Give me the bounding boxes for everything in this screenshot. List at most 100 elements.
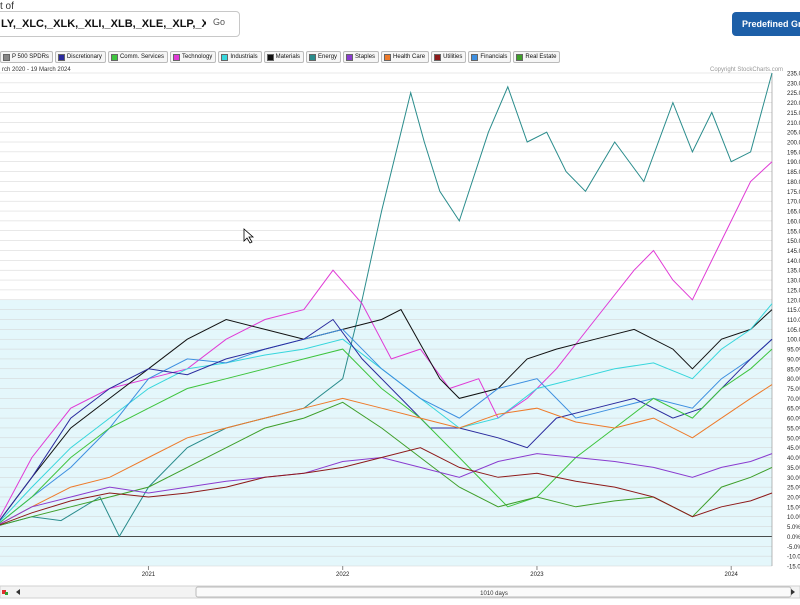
y-tick-label: 10.0% <box>787 515 800 521</box>
y-tick-label: 155.0 <box>787 229 800 235</box>
y-tick-label: 90.0% <box>787 357 800 363</box>
legend-item[interactable]: Financials <box>468 51 512 63</box>
y-tick-label: -5.0% <box>787 545 800 551</box>
y-tick-label: 75.0% <box>787 387 800 393</box>
legend-item[interactable]: Discretionary <box>54 51 106 63</box>
series-line-materials <box>0 308 773 521</box>
mouse-cursor-icon <box>243 228 255 244</box>
go-button[interactable]: Go <box>213 17 226 27</box>
legend-item[interactable]: P 500 SPDRs <box>0 51 53 63</box>
symbols-input[interactable] <box>1 16 206 32</box>
legend-swatch <box>266 53 274 61</box>
y-tick-label: 45.0% <box>787 446 800 452</box>
y-tick-label: 30.0% <box>787 476 800 482</box>
legend-swatch <box>172 53 180 61</box>
y-tick-label: 20.0% <box>787 495 800 501</box>
y-tick-label: 55.0% <box>787 426 800 432</box>
y-tick-label: 225.0 <box>787 91 800 97</box>
y-tick-label: 5.0% <box>787 525 800 531</box>
legend-item[interactable]: Industrials <box>218 51 262 63</box>
y-tick-label: 175.0 <box>787 190 800 196</box>
legend: P 500 SPDRs Discretionary Comm. Services Te… <box>0 51 561 63</box>
y-tick-label: 145.0 <box>787 249 800 255</box>
below-baseline-shade <box>0 299 772 566</box>
series-line-financials <box>0 328 773 524</box>
scroll-left-icon[interactable] <box>16 589 20 595</box>
y-tick-label: 185.0 <box>787 170 800 176</box>
predefined-groups-button[interactable]: Predefined Groups <box>732 12 800 36</box>
legend-label: Discretionary <box>66 54 102 60</box>
legend-swatch <box>384 53 392 61</box>
legend-swatch <box>309 53 317 61</box>
series-line-discretionary <box>0 318 773 521</box>
copyright-label: Copyright StockCharts.com <box>710 67 783 73</box>
symbol-box: Go <box>0 11 240 37</box>
top-toolbar: t of Go Predefined Groups <box>0 0 800 48</box>
legend-swatch <box>3 53 10 61</box>
bottom-scrollbar-area: 1010 days <box>0 584 800 600</box>
legend-item[interactable]: Technology <box>169 51 217 63</box>
y-tick-label: 60.0% <box>787 417 800 423</box>
y-tick-label: 135.0 <box>787 269 800 275</box>
y-tick-label: 230.0 <box>787 81 800 87</box>
y-tick-label: 150.0 <box>787 239 800 245</box>
legend-label: Industrials <box>230 54 258 60</box>
y-tick-label: 160.0 <box>787 219 800 225</box>
x-axis-labels: 2021 2022 2023 2024 <box>142 566 739 578</box>
legend-label: Materials <box>275 54 301 60</box>
y-tick-label: 140.0 <box>787 259 800 265</box>
legend-swatch <box>516 53 524 61</box>
y-tick-label: 100.0 <box>787 338 800 344</box>
x-tick-label: 2022 <box>336 572 350 578</box>
y-tick-label: 105.0 <box>787 328 800 334</box>
x-tick-label: 2021 <box>142 572 156 578</box>
scroll-right-icon[interactable] <box>791 589 795 595</box>
y-tick-label: 235.0 <box>787 72 800 78</box>
legend-item[interactable]: Health Care <box>381 51 430 63</box>
legend-item[interactable]: Utilities <box>431 51 467 63</box>
y-tick-label: 205.0 <box>787 131 800 137</box>
y-tick-label: 70.0% <box>787 397 800 403</box>
scroll-marker-icon <box>2 590 6 594</box>
series-lines <box>0 72 773 538</box>
y-tick-label: 130.0 <box>787 279 800 285</box>
series-line-technology <box>0 161 773 519</box>
y-tick-label: 190.0 <box>787 160 800 166</box>
y-tick-label: 220.0 <box>787 101 800 107</box>
legend-label: Staples <box>355 54 376 60</box>
y-tick-label: 125.0 <box>787 288 800 294</box>
y-tick-label: 95.0% <box>787 348 800 354</box>
legend-item[interactable]: Staples <box>343 51 380 63</box>
legend-item[interactable]: Materials <box>263 51 305 63</box>
legend-item[interactable]: Real Estate <box>513 51 561 63</box>
legend-label: Health Care <box>393 54 426 60</box>
y-tick-label: 215.0 <box>787 111 800 117</box>
y-tick-label: 210.0 <box>787 121 800 127</box>
legend-swatch <box>346 53 354 61</box>
x-tick-label: 2023 <box>530 572 544 578</box>
perfchart: 235.0 230.0 225.0 220.0 215.0 210.0 205.0 200.0… <box>0 67 800 578</box>
legend-swatch <box>471 53 479 61</box>
legend-item[interactable]: Comm. Services <box>107 51 168 63</box>
y-tick-label: 0.0% <box>787 535 800 541</box>
scroll-marker-green-icon <box>5 592 8 595</box>
date-range-label: rch 2020 - 19 March 2024 <box>2 67 71 73</box>
y-tick-label: 180.0 <box>787 180 800 186</box>
y-tick-label: 15.0% <box>787 505 800 511</box>
y-axis-labels: 235.0 230.0 225.0 220.0 215.0 210.0 205.0 200.0… <box>787 72 800 571</box>
legend-item[interactable]: Energy <box>306 51 342 63</box>
series-line-staples <box>0 453 773 525</box>
y-tick-label: 40.0% <box>787 456 800 462</box>
legend-label: Technology <box>181 54 213 60</box>
gridlines <box>0 72 773 567</box>
y-tick-label: -10.0% <box>787 555 800 561</box>
legend-swatch <box>221 53 229 61</box>
y-tick-label: 50.0% <box>787 436 800 442</box>
y-tick-label: 65.0% <box>787 407 800 413</box>
legend-label: Energy <box>318 54 338 60</box>
y-tick-label: 165.0 <box>787 210 800 216</box>
y-tick-label: 25.0% <box>787 486 800 492</box>
y-tick-label: 110.0 <box>787 318 800 324</box>
legend-label: Utilities <box>443 54 463 60</box>
y-tick-label: 80.0% <box>787 377 800 383</box>
